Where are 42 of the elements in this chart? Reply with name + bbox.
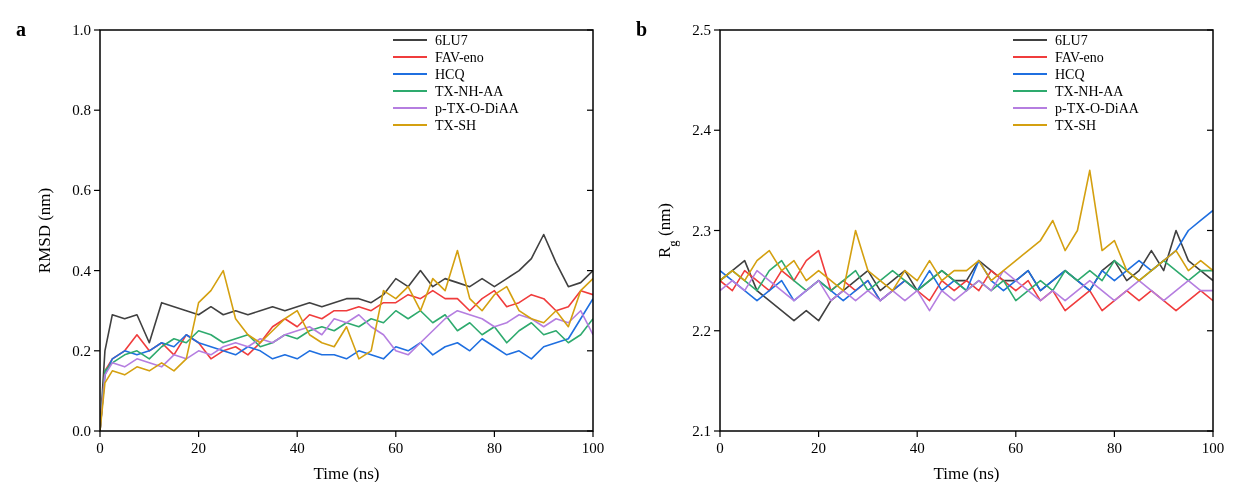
x-tick-label: 60 <box>1008 440 1024 456</box>
y-tick-label: 2.5 <box>692 22 711 38</box>
legend-label: p-TX-O-DiAA <box>435 101 520 116</box>
y-tick-label: 0.8 <box>72 102 91 119</box>
y-tick-label: 2.4 <box>692 122 712 139</box>
y-tick-label: 0.6 <box>72 182 92 199</box>
x-axis-title: Time (ns) <box>313 464 380 483</box>
x-tick-label: 100 <box>581 440 605 456</box>
legend-label: TX-NH-AA <box>1055 84 1125 99</box>
legend-label: FAV-eno <box>435 50 484 65</box>
x-tick-label: 100 <box>1201 440 1225 456</box>
line-series <box>720 269 1213 312</box>
legend-label: TX-NH-AA <box>435 84 505 99</box>
legend-label: FAV-eno <box>1055 50 1104 65</box>
x-tick-label: 40 <box>289 440 305 456</box>
legend-label: 6LU7 <box>1055 33 1088 48</box>
y-tick-label: 0.4 <box>72 262 92 279</box>
x-tick-label: 20 <box>811 440 827 456</box>
y-tick-label: 2.2 <box>692 322 711 339</box>
x-tick-label: 20 <box>191 440 207 456</box>
legend-label: p-TX-O-DiAA <box>1055 101 1140 116</box>
y-tick-label: 2.1 <box>692 423 711 439</box>
x-tick-label: 0 <box>716 440 724 456</box>
x-tick-label: 60 <box>388 440 404 456</box>
x-tick-label: 80 <box>486 440 502 456</box>
legend-label: 6LU7 <box>435 33 468 48</box>
y-tick-label: 0.2 <box>72 342 91 359</box>
legend-label: HCQ <box>1055 67 1085 82</box>
legend-label: TX-SH <box>435 118 477 133</box>
chart-title: a <box>16 18 26 40</box>
legend-label: TX-SH <box>1055 118 1097 133</box>
legend-label: HCQ <box>435 67 465 82</box>
chart-title: b <box>636 18 648 40</box>
x-tick-label: 80 <box>1106 440 1122 456</box>
x-tick-label: 0 <box>96 440 104 456</box>
x-axis-title: Time (ns) <box>933 464 1000 483</box>
x-tick-label: 40 <box>909 440 925 456</box>
y-tick-label: 2.3 <box>692 222 711 239</box>
line-series <box>720 169 1213 292</box>
y-tick-label: 1.0 <box>72 22 91 38</box>
y-tick-label: 0.0 <box>72 423 91 439</box>
y-axis-title: RMSD (nm) <box>35 187 54 274</box>
